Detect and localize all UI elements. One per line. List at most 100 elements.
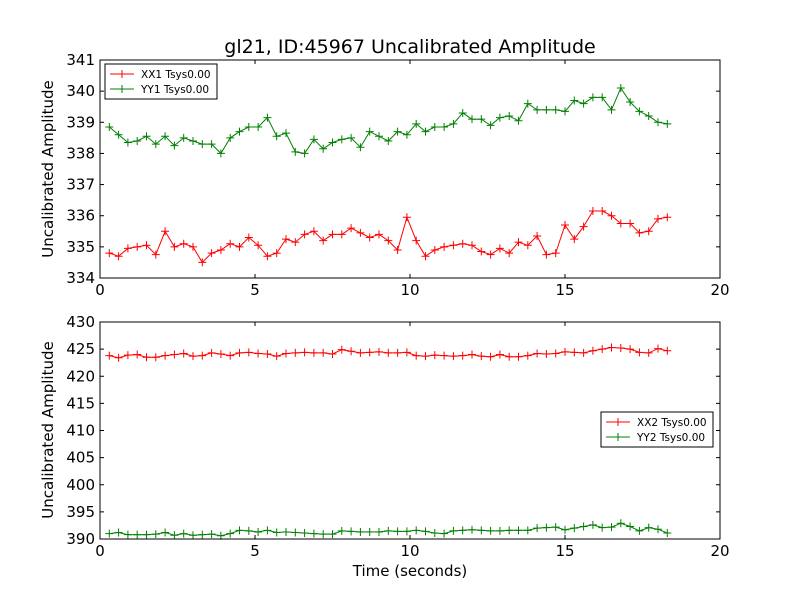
data-point-xx1 xyxy=(654,214,662,223)
data-point-xx2 xyxy=(635,348,644,357)
bottom-y-tick-label: 390 xyxy=(66,530,95,548)
data-point-yy2 xyxy=(421,527,430,536)
bottom-y-tick-label: 400 xyxy=(66,476,95,494)
bottom-x-tick-label: 0 xyxy=(95,542,105,560)
top-y-tick-label: 335 xyxy=(66,238,95,256)
data-point-xx1 xyxy=(207,249,216,258)
top-y-tick-label: 340 xyxy=(66,82,95,100)
data-point-yy1 xyxy=(319,144,328,153)
data-point-xx2 xyxy=(133,350,142,359)
data-point-yy1 xyxy=(142,132,151,141)
data-point-xx2 xyxy=(616,344,625,353)
data-point-xx2 xyxy=(402,348,411,357)
data-point-yy1 xyxy=(337,135,346,144)
data-point-xx1 xyxy=(291,238,300,247)
data-point-yy1 xyxy=(505,112,514,121)
bottom-y-tick-label: 430 xyxy=(66,313,95,331)
data-point-xx2 xyxy=(449,352,458,361)
data-point-yy1 xyxy=(291,147,300,156)
data-point-xx1 xyxy=(300,230,309,239)
data-point-yy2 xyxy=(114,528,123,537)
data-point-xx1 xyxy=(347,224,356,233)
data-point-yy2 xyxy=(477,526,486,535)
data-point-yy2 xyxy=(393,527,402,536)
data-point-xx2 xyxy=(607,343,616,352)
data-point-yy1 xyxy=(198,140,207,149)
legend-label-yy1: YY1 Tsys0.00 xyxy=(140,84,209,96)
bottom-y-tick-label: 420 xyxy=(66,367,95,385)
data-point-yy1 xyxy=(477,115,486,124)
data-point-yy1 xyxy=(626,98,635,107)
bottom-y-tick-label: 405 xyxy=(66,449,95,467)
chart-title: gl21, ID:45967 Uncalibrated Amplitude xyxy=(224,36,595,58)
data-point-xx2 xyxy=(393,348,402,357)
data-point-xx2 xyxy=(375,347,383,356)
bottom-subplot: 0 5 10 15 20 390 395 400 405 410 415 420 425 430 Unca… xyxy=(39,313,730,580)
bottom-y-tick-label: 425 xyxy=(66,340,95,358)
top-legend: XX1 Tsys0.00 YY1 Tsys0.00 xyxy=(104,63,218,100)
top-ticks: 0 5 10 15 20 334 335 336 337 338 339 340 341 xyxy=(66,51,729,299)
data-point-xx2 xyxy=(570,348,579,357)
data-point-xx2 xyxy=(291,348,300,357)
legend-marker-yy2 xyxy=(614,433,622,441)
data-point-yy1 xyxy=(635,107,644,116)
data-point-yy1 xyxy=(254,122,263,131)
data-point-xx2 xyxy=(151,353,160,362)
data-point-xx2 xyxy=(272,352,281,361)
data-point-yy2 xyxy=(365,527,374,536)
data-point-xx2 xyxy=(421,352,430,361)
data-point-xx2 xyxy=(161,351,170,360)
data-point-yy2 xyxy=(561,525,569,534)
data-point-yy1 xyxy=(486,121,495,130)
data-point-yy2 xyxy=(309,529,318,538)
data-point-yy2 xyxy=(542,523,551,532)
data-point-xx2 xyxy=(505,352,514,361)
data-point-xx1 xyxy=(551,249,560,258)
data-point-yy2 xyxy=(430,529,439,538)
data-point-xx1 xyxy=(179,239,188,248)
data-point-yy2 xyxy=(598,523,607,532)
data-point-yy2 xyxy=(375,527,383,536)
data-point-xx2 xyxy=(533,349,542,358)
data-point-yy1 xyxy=(598,93,607,102)
data-point-xx2 xyxy=(477,352,486,361)
data-point-xx1 xyxy=(133,242,142,251)
data-point-xx1 xyxy=(514,238,523,247)
data-point-xx1 xyxy=(328,230,337,239)
data-point-xx1 xyxy=(412,236,421,245)
data-point-yy1 xyxy=(551,105,560,114)
data-point-xx1 xyxy=(430,245,439,254)
data-point-xx2 xyxy=(254,349,263,358)
data-point-yy1 xyxy=(393,127,402,136)
data-point-xx2 xyxy=(319,348,328,357)
data-point-yy2 xyxy=(142,530,151,539)
data-point-xx1 xyxy=(533,231,542,240)
data-point-yy2 xyxy=(384,526,393,535)
top-x-tick-label: 15 xyxy=(555,281,574,299)
data-point-xx2 xyxy=(263,350,272,359)
data-point-yy2 xyxy=(263,526,272,535)
data-point-xx1 xyxy=(161,227,170,236)
data-point-xx1 xyxy=(505,249,514,258)
data-point-yy2 xyxy=(235,526,244,535)
data-point-xx2 xyxy=(412,351,421,360)
legend-marker-xx1 xyxy=(118,70,126,78)
data-point-yy2 xyxy=(570,524,579,533)
data-point-xx1 xyxy=(477,247,486,256)
data-point-yy1 xyxy=(207,140,216,149)
data-point-yy1 xyxy=(235,127,244,136)
top-x-tick-label: 20 xyxy=(710,281,729,299)
data-point-yy2 xyxy=(551,523,560,532)
data-point-yy2 xyxy=(179,529,188,538)
data-point-xx1 xyxy=(384,236,393,245)
data-point-yy2 xyxy=(402,527,411,536)
data-point-xx2 xyxy=(198,351,207,360)
data-point-xx1 xyxy=(635,228,644,237)
top-y-axis-label: Uncalibrated Amplitude xyxy=(39,80,57,257)
data-point-yy2 xyxy=(356,527,365,536)
bottom-x-tick-label: 5 xyxy=(250,542,260,560)
data-point-yy1 xyxy=(300,149,309,158)
data-point-yy2 xyxy=(170,531,179,540)
data-point-yy2 xyxy=(282,527,290,536)
data-point-xx2 xyxy=(579,348,588,357)
